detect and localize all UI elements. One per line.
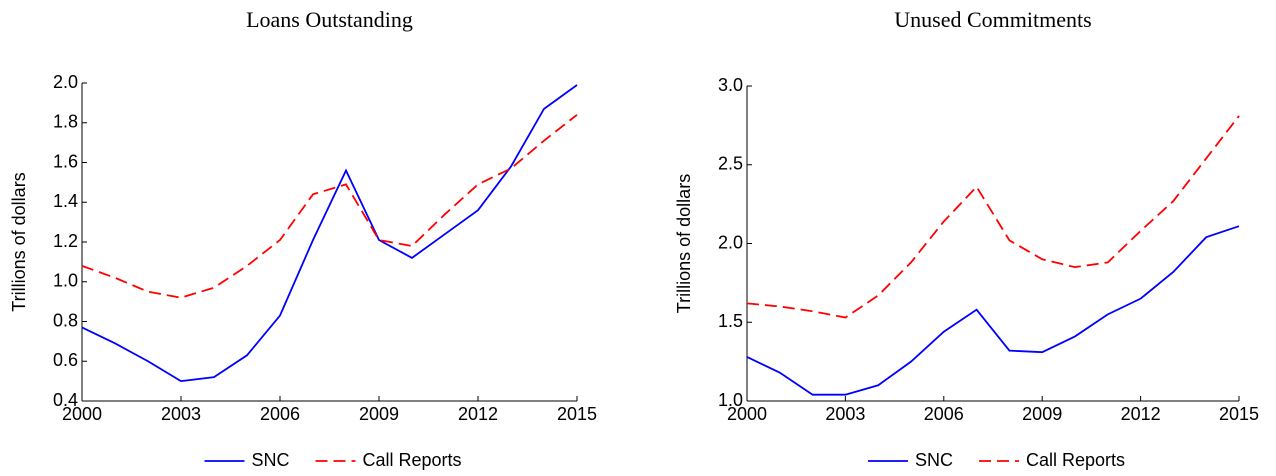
x-tick-label: 2015 [557,404,597,424]
chart-title: Unused Commitments [894,7,1091,32]
data-line [746,115,1240,319]
x-tick-label: 2000 [727,404,767,424]
x-tick-label: 2003 [161,404,201,424]
x-tick-label: 2009 [359,404,399,424]
x-tick-label: 2000 [62,404,102,424]
x-tick-label: 2006 [260,404,300,424]
y-tick-label: 1.4 [53,191,78,211]
x-tick-label: 2003 [825,404,865,424]
y-tick-label: 2.0 [53,72,78,92]
legend-label: SNC [252,450,290,470]
y-tick-label: 0.4 [53,390,78,410]
data-line [81,84,578,383]
y-tick-label: 1.2 [53,231,78,251]
y-tick-label: 0.6 [53,350,78,370]
x-tick-label: 2012 [458,404,498,424]
x-tick-label: 2012 [1121,404,1161,424]
x-tick-label: 2006 [924,404,964,424]
legend-label: SNC [915,450,953,470]
legend-label: Call Reports [363,450,462,470]
y-tick-label: 1.6 [53,151,78,171]
y-tick-label: 2.0 [718,232,743,252]
data-line [81,114,578,299]
data-line [746,225,1240,396]
legend-label: Call Reports [1026,450,1125,470]
y-axis-label: Trillions of dollars [9,172,29,311]
y-tick-label: 1.5 [718,311,743,331]
y-tick-label: 3.0 [718,75,743,95]
y-tick-label: 2.5 [718,154,743,174]
y-tick-label: 0.8 [53,310,78,330]
y-tick-label: 1.8 [53,112,78,132]
x-tick-label: 2015 [1219,404,1259,424]
chart-title: Loans Outstanding [246,7,413,32]
y-tick-label: 1.0 [718,390,743,410]
y-axis-label: Trillions of dollars [674,174,694,313]
x-tick-label: 2009 [1022,404,1062,424]
y-tick-label: 1.0 [53,271,78,291]
